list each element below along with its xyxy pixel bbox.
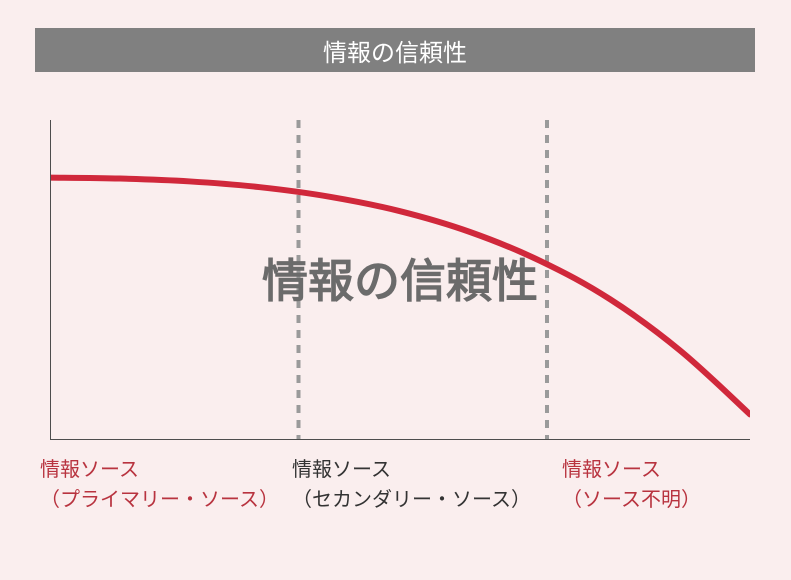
x-label-group-2: 情報ソース （ソース不明） [562, 455, 701, 515]
title-text: 情報の信頼性 [323, 33, 467, 68]
x-label-0-line1: 情報ソース [40, 455, 279, 485]
x-label-group-1: 情報ソース （セカンダリー・ソース） [292, 455, 531, 515]
page-root: 情報の信頼性 情報の信頼性 情報ソース （プライマリー・ソース） 情報ソース （… [0, 0, 791, 580]
x-label-2-line2: （ソース不明） [562, 485, 701, 515]
x-label-group-0: 情報ソース （プライマリー・ソース） [40, 455, 279, 515]
x-label-1-line1: 情報ソース [292, 455, 531, 485]
chart-area: 情報の信頼性 [50, 120, 750, 440]
x-label-1-line2: （セカンダリー・ソース） [292, 485, 531, 515]
x-label-2-line1: 情報ソース [562, 455, 701, 485]
reliability-curve [50, 178, 750, 415]
title-bar: 情報の信頼性 [35, 28, 755, 72]
chart-svg [50, 120, 750, 440]
x-label-0-line2: （プライマリー・ソース） [40, 485, 279, 515]
